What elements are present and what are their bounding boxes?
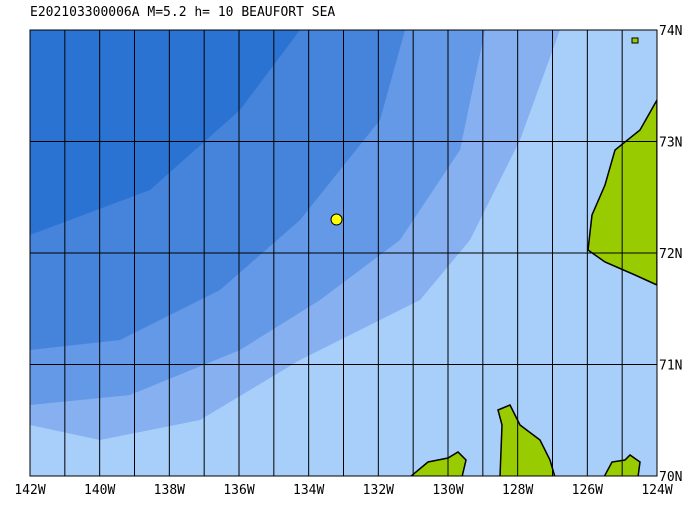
y-tick-label: 71N	[659, 359, 682, 374]
epicenter	[330, 213, 343, 226]
y-tick-label: 74N	[659, 24, 682, 39]
map-title: E202103300006A M=5.2 h= 10 BEAUFORT SEA	[30, 5, 335, 20]
land	[631, 37, 639, 44]
x-tick-label: 140W	[84, 483, 115, 498]
land	[410, 451, 467, 476]
x-tick-label: 128W	[502, 483, 533, 498]
x-tick-label: 124W	[641, 483, 672, 498]
y-tick-label: 70N	[659, 470, 682, 485]
x-tick-label: 126W	[572, 483, 603, 498]
x-tick-label: 136W	[223, 483, 254, 498]
land	[497, 404, 556, 476]
x-tick-label: 132W	[363, 483, 394, 498]
x-tick-label: 134W	[293, 483, 324, 498]
depth-zone	[30, 30, 300, 235]
y-tick-label: 72N	[659, 247, 682, 262]
x-tick-label: 142W	[14, 483, 45, 498]
x-tick-label: 138W	[154, 483, 185, 498]
y-tick-label: 73N	[659, 136, 682, 151]
x-tick-label: 130W	[432, 483, 463, 498]
